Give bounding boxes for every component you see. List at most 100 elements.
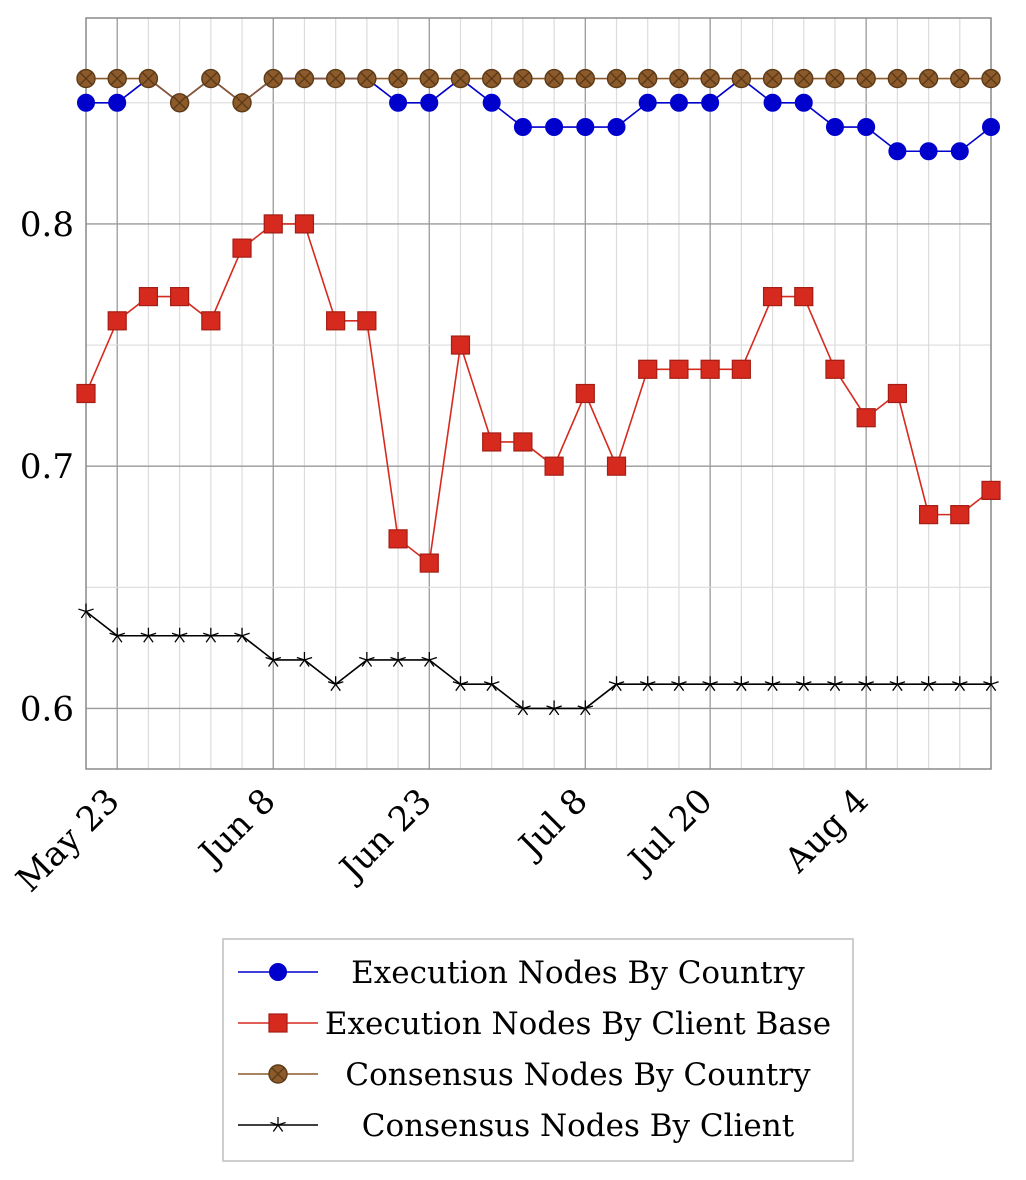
data-point [638, 93, 657, 112]
legend-marker [270, 1117, 286, 1132]
data-point [390, 651, 406, 667]
data-point [420, 93, 439, 112]
data-point [887, 68, 908, 89]
x-tick-label: Jul 8 [510, 781, 596, 867]
data-point [138, 68, 159, 89]
data-point [700, 68, 720, 89]
data-point [887, 383, 907, 404]
data-point [169, 93, 190, 113]
data-point [731, 359, 751, 379]
data-point [389, 93, 408, 112]
data-point [825, 118, 844, 137]
data-point [638, 68, 658, 89]
data-point [232, 93, 252, 113]
legend-box [222, 938, 854, 1162]
data-point [76, 383, 96, 404]
data-point [545, 118, 564, 137]
data-point [77, 93, 95, 112]
legend-marker [269, 963, 287, 981]
y-axis-ticks: 0.6 0.7 0.8 [20, 205, 74, 730]
data-point [263, 68, 283, 89]
data-point [919, 142, 938, 161]
x-tick-label: May 23 [9, 781, 128, 900]
data-point [608, 676, 625, 692]
data-point [269, 963, 287, 981]
y-tick-label: 0.6 [20, 689, 74, 729]
data-point [515, 700, 531, 716]
y-tick-label: 0.7 [20, 447, 74, 487]
data-point [234, 627, 250, 643]
data-point [671, 676, 687, 692]
data-point [669, 359, 689, 379]
data-point [606, 68, 627, 89]
data-point [794, 286, 814, 307]
x-tick-label: Jun 23 [330, 781, 439, 890]
data-point [576, 118, 595, 137]
data-point [483, 676, 500, 692]
series-line [85, 223, 992, 565]
legend-entry: Consensus Nodes By Country [238, 1057, 811, 1093]
data-point [108, 93, 127, 112]
data-point [450, 68, 471, 89]
data-point [982, 118, 1000, 137]
data-point [513, 432, 533, 452]
data-point [577, 700, 594, 716]
data-point [918, 68, 939, 89]
legend-marker [268, 1013, 288, 1033]
data-point [701, 93, 720, 112]
data-point [203, 627, 219, 643]
data-point [201, 311, 221, 331]
data-point [856, 68, 876, 89]
data-point [702, 676, 718, 692]
plot-frame [85, 17, 992, 770]
data-point [951, 676, 968, 692]
data-point [171, 627, 188, 643]
data-point [107, 311, 127, 331]
data-point [263, 214, 283, 234]
data-point [170, 286, 190, 307]
data-point [325, 68, 346, 89]
data-point [140, 627, 157, 643]
data-point [421, 651, 438, 667]
data-point [357, 311, 377, 331]
data-point [607, 118, 626, 137]
data-point [546, 700, 562, 716]
data-point [762, 68, 783, 89]
data-point [357, 68, 377, 89]
x-axis-ticks: May 23 Jun 8 Jun 23 Jul 8 Jul 20 Aug 4 [9, 781, 877, 900]
x-tick-label: Aug 4 [776, 781, 876, 881]
legend-label: Execution Nodes By Country [351, 955, 805, 991]
data-point [265, 651, 282, 667]
grid [85, 18, 992, 769]
data-point [794, 68, 814, 89]
data-point [268, 1013, 288, 1033]
series-consensus-nodes-by-client [78, 603, 999, 716]
series-line [86, 77, 991, 104]
data-point [78, 603, 94, 619]
data-point [981, 68, 1001, 89]
series-line [86, 77, 992, 153]
data-point [326, 311, 346, 331]
data-point [733, 676, 750, 692]
data-point [201, 68, 221, 89]
data-point [138, 286, 159, 307]
data-point [763, 93, 782, 112]
data-point [857, 118, 876, 137]
series-consensus-nodes-by-country [76, 68, 1001, 113]
data-point [450, 335, 471, 355]
data-point [359, 651, 375, 667]
legend-label: Consensus Nodes By Country [345, 1057, 811, 1093]
data-point [794, 93, 813, 112]
legend-entry: Consensus Nodes By Client [238, 1108, 795, 1144]
data-point [513, 68, 533, 89]
data-point [294, 214, 315, 234]
series-execution-nodes-by-client-base [76, 214, 1001, 573]
data-point [482, 93, 501, 112]
data-point [762, 286, 783, 307]
data-point [544, 68, 564, 89]
data-point [270, 1117, 286, 1132]
data-point [513, 118, 532, 137]
data-point [950, 505, 970, 525]
legend-label: Consensus Nodes By Client [362, 1108, 795, 1144]
series-line [85, 610, 991, 710]
